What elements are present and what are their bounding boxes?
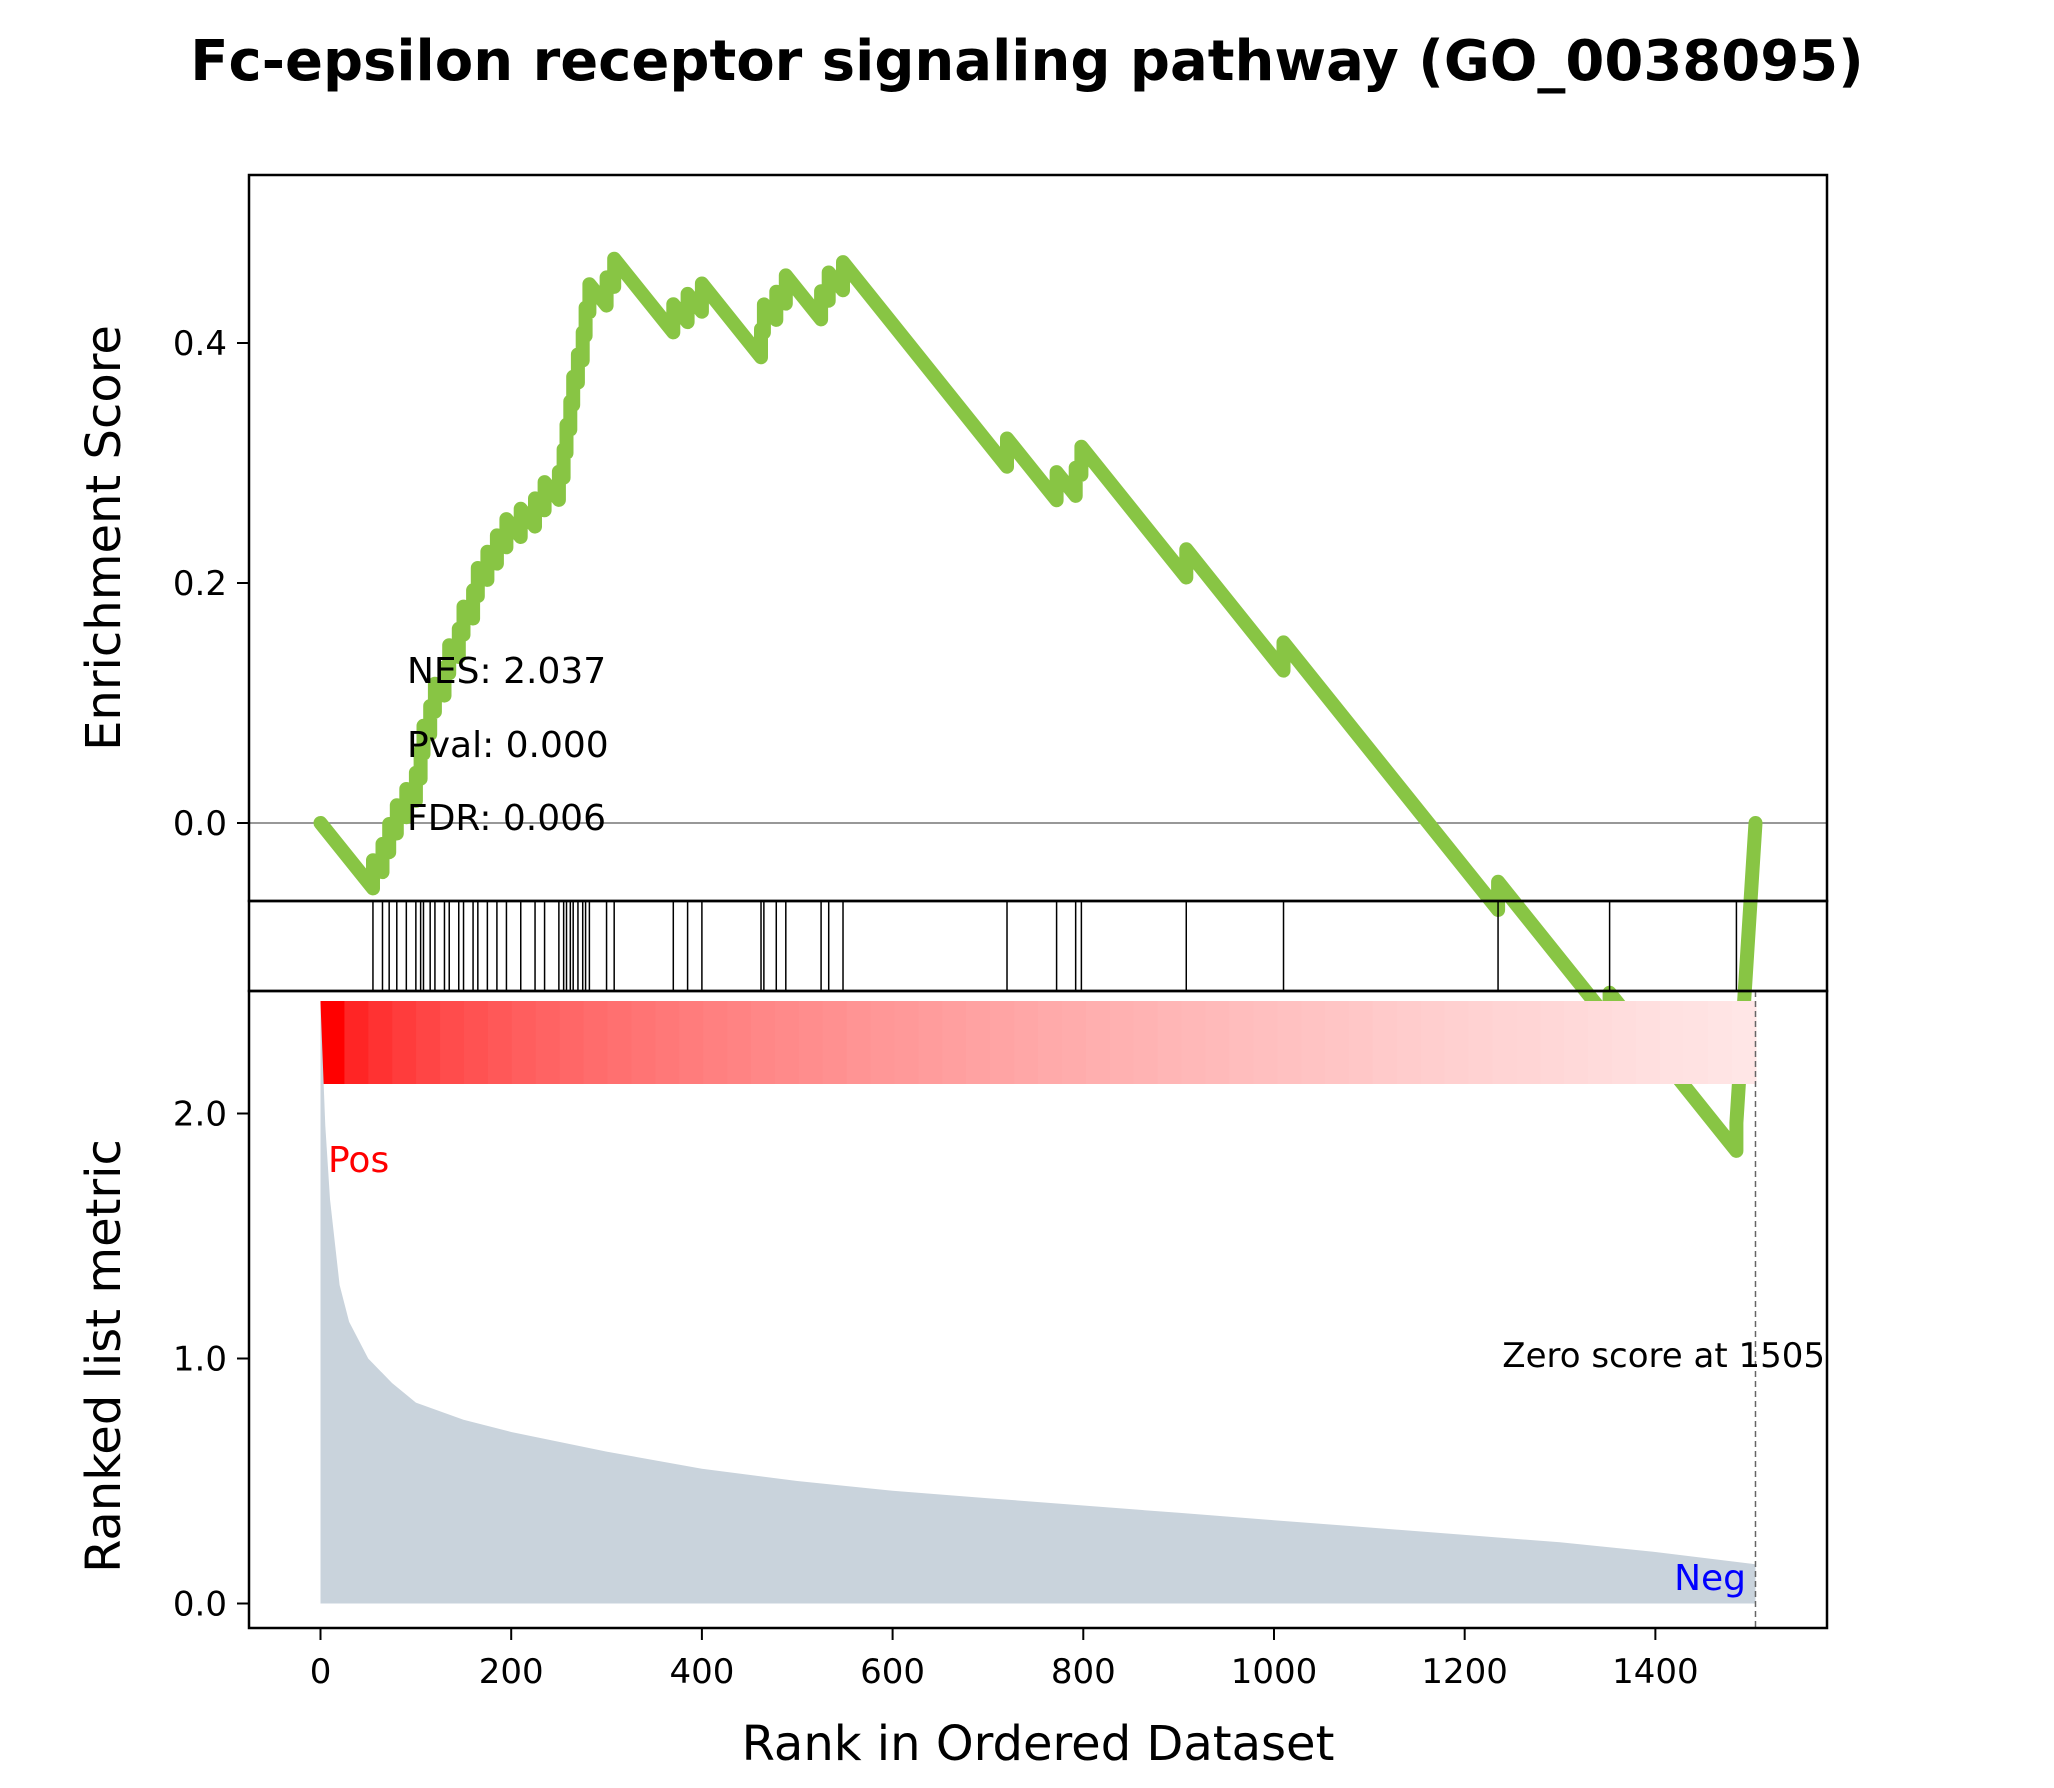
heat-segment — [1588, 1001, 1613, 1084]
heat-segment — [392, 1001, 418, 1084]
heat-segment — [1516, 1001, 1542, 1084]
heat-segment — [1492, 1001, 1518, 1084]
heat-segment — [1324, 1001, 1350, 1084]
rm-y-ticks: 0.0 1.0 2.0 — [173, 1095, 249, 1625]
hit-lines-group — [372, 901, 1738, 991]
fdr-stat: FDR: 0.006 — [407, 798, 606, 839]
heat-segment — [846, 1001, 872, 1084]
heat-segment — [440, 1001, 466, 1084]
heat-segment — [1683, 1001, 1709, 1084]
heat-segment — [583, 1001, 609, 1084]
zero-score-label: Zero score at 1505 — [1502, 1336, 1825, 1376]
heat-segment — [990, 1001, 1016, 1084]
enrichment-score-line — [313, 251, 1763, 1158]
heat-segment — [1611, 1001, 1637, 1084]
heat-segment — [655, 1001, 681, 1084]
heat-segment — [1659, 1001, 1685, 1084]
heat-segment — [1564, 1001, 1590, 1084]
x-tick-label: 600 — [860, 1652, 925, 1692]
nes-stat: NES: 2.037 — [407, 651, 606, 692]
pos-label: Pos — [328, 1140, 389, 1181]
es-y-tick-label: 0.0 — [173, 804, 227, 844]
heat-segment — [1707, 1001, 1733, 1084]
heat-segment — [535, 1001, 561, 1084]
heat-segment — [1444, 1001, 1470, 1084]
x-tick-label: 1200 — [1421, 1652, 1508, 1692]
x-tick-label: 400 — [669, 1652, 734, 1692]
heat-segment — [1038, 1001, 1063, 1084]
x-tick-label: 0 — [310, 1652, 332, 1692]
x-tick-label: 1400 — [1612, 1652, 1699, 1692]
heat-segment — [727, 1001, 753, 1084]
heat-segment — [464, 1001, 489, 1084]
heat-segment — [1277, 1001, 1303, 1084]
heat-segment — [344, 1001, 370, 1084]
chart-title: Fc-epsilon receptor signaling pathway (G… — [190, 29, 1863, 94]
x-tick-label: 800 — [1051, 1652, 1116, 1692]
heat-segment — [607, 1001, 633, 1084]
x-tick-label: 200 — [479, 1652, 544, 1692]
heat-segment — [1540, 1001, 1566, 1084]
heat-segment — [1229, 1001, 1255, 1084]
x-axis-ticks: 0 200 400 600 800 1000 1200 1400 — [310, 1628, 1699, 1692]
heat-segment — [1301, 1001, 1326, 1084]
x-tick-label: 1000 — [1231, 1652, 1318, 1692]
hits-panel-frame — [247, 899, 1829, 993]
heat-segment — [1109, 1001, 1135, 1084]
ranked-metric-panel: 0.0 1.0 2.0 Ranked list metric Pos Neg Zer… — [76, 989, 1829, 1630]
heat-segment — [1731, 1001, 1757, 1084]
heat-segment — [487, 1001, 513, 1084]
heat-segment — [942, 1001, 968, 1084]
enrichment-panel: 0.0 0.2 0.4 Enrichment Score NES: 2.037 Pv… — [76, 173, 1829, 1158]
heat-segment — [1420, 1001, 1446, 1084]
rm-y-tick-label: 1.0 — [173, 1340, 227, 1380]
heat-segment — [751, 1001, 776, 1084]
heat-segment — [798, 1001, 824, 1084]
ranked-metric-panel-frame — [247, 989, 1829, 1630]
heat-segment — [1181, 1001, 1207, 1084]
pval-stat: Pval: 0.000 — [407, 725, 609, 766]
heat-segment — [774, 1001, 800, 1084]
heat-segment — [511, 1001, 537, 1084]
rm-y-tick-label: 2.0 — [173, 1095, 227, 1135]
es-y-tick-label: 0.4 — [173, 324, 227, 364]
rank-heatmap-bar — [320, 1001, 1757, 1084]
heat-segment — [320, 1001, 346, 1084]
neg-label: Neg — [1674, 1558, 1746, 1599]
heat-segment — [918, 1001, 944, 1084]
heat-segment — [703, 1001, 729, 1084]
heat-segment — [1205, 1001, 1231, 1084]
heat-segment — [822, 1001, 848, 1084]
rm-y-axis-label: Ranked list metric — [76, 1139, 132, 1573]
heat-segment — [966, 1001, 992, 1084]
heat-segment — [1635, 1001, 1661, 1084]
heat-segment — [1396, 1001, 1422, 1084]
es-y-ticks: 0.0 0.2 0.4 — [173, 324, 249, 844]
heat-segment — [1348, 1001, 1374, 1084]
heat-segment — [1253, 1001, 1279, 1084]
heat-segment — [416, 1001, 442, 1084]
heat-segment — [1014, 1001, 1039, 1084]
heat-segment — [1468, 1001, 1494, 1084]
heat-segment — [894, 1001, 920, 1084]
rm-y-tick-label: 0.0 — [173, 1585, 227, 1625]
ranked-metric-area — [320, 1003, 1756, 1604]
heat-segment — [1372, 1001, 1398, 1084]
hits-panel — [247, 899, 1829, 993]
heat-segment — [679, 1001, 705, 1084]
enrichment-panel-frame — [247, 173, 1829, 903]
heat-segment — [1157, 1001, 1183, 1084]
heat-segment — [631, 1001, 657, 1084]
es-y-tick-label: 0.2 — [173, 564, 227, 604]
heat-segment — [1133, 1001, 1159, 1084]
heat-segment — [559, 1001, 585, 1084]
heat-segment — [1085, 1001, 1111, 1084]
heat-segment — [1061, 1001, 1087, 1084]
heat-segment — [368, 1001, 394, 1084]
heat-segment — [870, 1001, 896, 1084]
es-y-axis-label: Enrichment Score — [76, 325, 132, 751]
x-axis-label: Rank in Ordered Dataset — [742, 1716, 1335, 1772]
